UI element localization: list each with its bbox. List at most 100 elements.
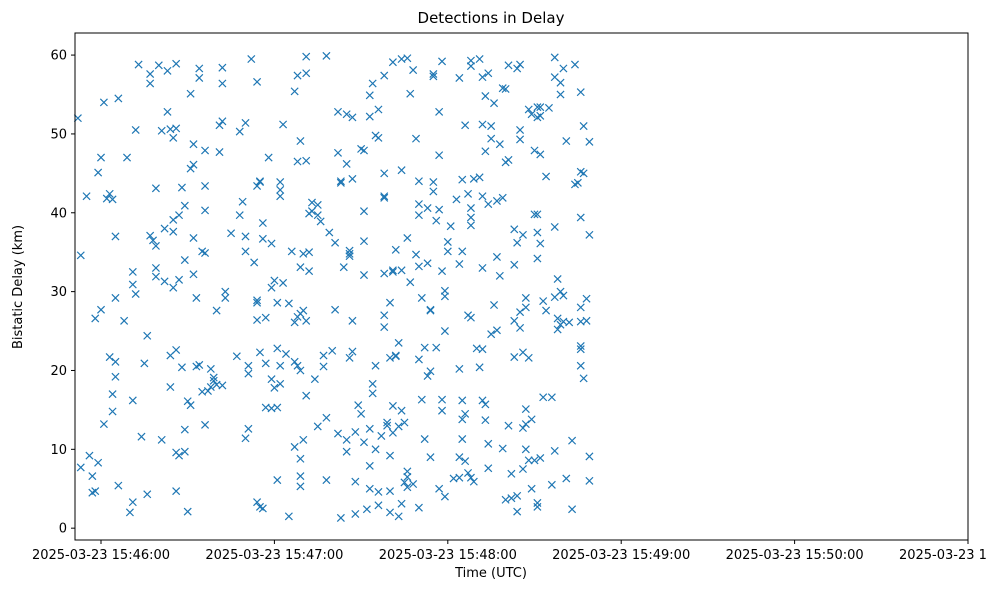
detection-point — [160, 224, 169, 233]
detection-point — [169, 227, 178, 236]
detection-point — [94, 458, 103, 467]
detection-point — [125, 508, 134, 517]
detection-point — [394, 338, 403, 347]
detection-point — [293, 71, 302, 80]
detection-point — [579, 122, 588, 131]
detection-point — [484, 200, 493, 209]
detection-point — [432, 343, 441, 352]
x-tick-label: 2025-03-23 15:48:00 — [379, 548, 517, 563]
detection-point — [466, 473, 475, 482]
detection-point — [374, 501, 383, 510]
detection-point — [175, 451, 184, 460]
x-tick-label: 2025-03-23 15:51:00 — [899, 548, 987, 563]
detection-point — [128, 396, 137, 405]
detection-point — [495, 271, 504, 280]
detection-point — [501, 84, 510, 94]
detection-point — [388, 428, 397, 437]
detection-point — [417, 395, 426, 404]
detection-point — [478, 192, 487, 201]
detection-point — [244, 369, 253, 378]
detection-point — [516, 60, 525, 69]
detection-point — [299, 249, 308, 258]
detection-point — [368, 79, 377, 88]
detection-point — [559, 64, 568, 73]
detection-point — [189, 270, 198, 279]
detection-point — [504, 155, 513, 164]
detection-point — [440, 492, 449, 501]
detection-point — [221, 293, 230, 302]
detection-point — [333, 429, 343, 438]
detection-point — [348, 316, 357, 325]
detection-point — [244, 361, 253, 370]
plot-frame — [74, 32, 969, 541]
detection-point — [336, 177, 345, 186]
detection-point — [255, 178, 264, 187]
detection-point — [397, 499, 406, 508]
detection-point — [235, 127, 244, 136]
detection-point — [475, 363, 484, 372]
detection-point — [82, 192, 91, 201]
detection-point — [143, 331, 152, 340]
detection-point — [276, 178, 285, 187]
detection-point — [232, 352, 241, 361]
y-tick-label: 40 — [50, 206, 67, 221]
detection-point — [443, 237, 452, 246]
detection-point — [466, 62, 475, 71]
detection-point — [169, 215, 178, 224]
detection-point — [348, 113, 357, 122]
detection-point — [510, 316, 519, 325]
detection-point — [490, 301, 499, 310]
detection-point — [120, 316, 129, 325]
detection-point — [388, 401, 397, 410]
detection-point — [201, 206, 210, 215]
detection-point — [385, 353, 395, 362]
detection-point — [406, 89, 415, 98]
detection-point — [172, 345, 181, 354]
detection-point — [296, 136, 305, 146]
detection-point — [510, 353, 519, 362]
detection-point — [215, 148, 224, 157]
detection-point — [536, 239, 545, 248]
detection-point — [351, 427, 360, 437]
detection-point — [573, 178, 582, 187]
detection-point — [258, 219, 267, 228]
detection-point — [105, 353, 114, 362]
detection-point — [374, 105, 383, 114]
detection-point — [487, 134, 496, 143]
detection-point — [276, 185, 285, 194]
detection-point — [461, 457, 470, 466]
detection-point — [258, 504, 267, 513]
detection-point — [114, 94, 123, 103]
x-tick-label: 2025-03-23 15:50:00 — [726, 548, 864, 563]
detection-point — [290, 318, 299, 327]
detection-point — [371, 361, 380, 370]
detection-point — [397, 266, 406, 275]
detection-point — [206, 383, 215, 392]
y-axis-ticks: 0 10 20 30 40 50 60 — [50, 49, 75, 537]
detection-point — [313, 211, 322, 220]
detection-point — [504, 61, 513, 70]
detection-point — [414, 211, 423, 220]
detection-point — [206, 364, 215, 373]
detection-point — [385, 487, 395, 496]
detection-point — [302, 156, 311, 165]
detection-point — [270, 383, 279, 392]
detection-point — [411, 134, 421, 143]
detection-point — [562, 136, 571, 146]
detection-point — [276, 361, 285, 370]
detection-point — [218, 79, 227, 88]
detection-point — [429, 72, 438, 81]
detection-point — [533, 210, 542, 219]
detection-point — [290, 357, 299, 366]
detection-point — [380, 192, 389, 201]
detection-point — [160, 277, 169, 286]
detection-point — [368, 379, 377, 388]
detection-point — [307, 207, 317, 216]
detection-point — [296, 366, 305, 375]
detection-point — [533, 228, 542, 237]
detection-point — [484, 464, 493, 473]
detection-point — [507, 469, 516, 478]
x-axis-ticks: 2025-03-23 15:46:00 2025-03-23 15:47:00 20… — [32, 540, 987, 563]
detection-point — [533, 254, 542, 263]
detection-point — [388, 267, 397, 276]
